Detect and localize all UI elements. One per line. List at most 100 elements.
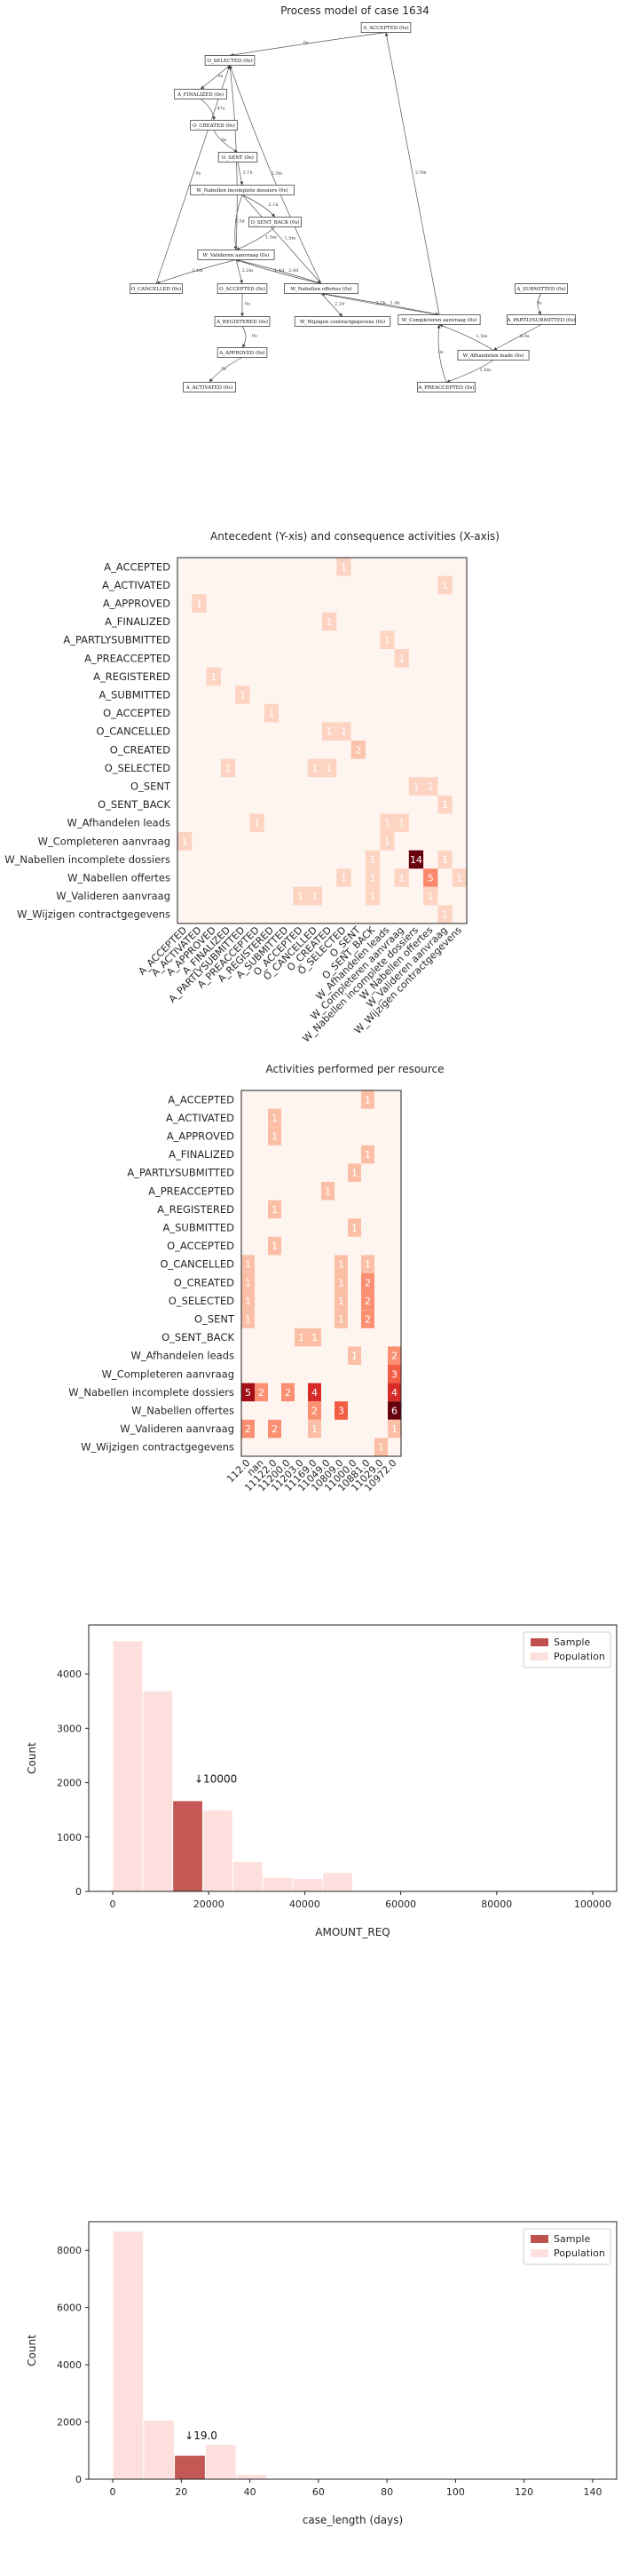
heatmap-row-label: O_SENT bbox=[194, 1313, 235, 1326]
heatmap-cell: 1 bbox=[423, 777, 438, 796]
heatmap-cell-label: 1 bbox=[370, 891, 376, 902]
svg-text:1.5m: 1.5m bbox=[480, 368, 492, 373]
heatmap-cell-label: 1 bbox=[311, 891, 318, 902]
heatmap-row-label: W_Nabellen incomplete dossiers bbox=[68, 1386, 234, 1399]
heatmap-cell-label: 1 bbox=[384, 818, 390, 829]
heatmap-row-label: A_PARTLYSUBMITTED bbox=[127, 1167, 234, 1179]
heatmap-cell-label: 1 bbox=[398, 653, 405, 664]
histogram-bar-population bbox=[113, 1641, 143, 1891]
svg-text:W_Wijzigen contractgegevens (0: W_Wijzigen contractgegevens (0s) bbox=[300, 319, 385, 325]
heatmap-cell: 1 bbox=[380, 832, 395, 851]
histogram-bar-population bbox=[293, 1878, 323, 1891]
y-tick-label: 1000 bbox=[57, 1832, 82, 1843]
process-node-o-sent: O_SENT (0s) bbox=[217, 152, 258, 162]
heatmap-cell-label: 1 bbox=[245, 1314, 251, 1326]
heatmap-cell-label: 4 bbox=[311, 1387, 318, 1399]
process-node-a-registered: A_REGISTERED (0s) bbox=[214, 316, 271, 327]
heatmap-cell-label: 1 bbox=[442, 854, 448, 866]
x-tick-label: 0 bbox=[110, 1898, 116, 1910]
y-tick-label: 3000 bbox=[57, 1723, 82, 1734]
heatmap-cell: 1 bbox=[241, 1310, 255, 1328]
heatmap-cell: 1 bbox=[336, 868, 351, 887]
process-node-a-finalized: A_FINALIZED (0s) bbox=[174, 89, 227, 99]
y-tick-label: 0 bbox=[75, 2474, 82, 2485]
heatmap-cell: 1 bbox=[268, 1200, 281, 1219]
svg-text:2.2d: 2.2d bbox=[335, 302, 345, 307]
svg-text:2.5m: 2.5m bbox=[415, 170, 427, 176]
process-node-w-al: W_Afhandelen leads (0s) bbox=[457, 350, 530, 361]
process-node-w-va: W_Valideren aanvraag (0s) bbox=[197, 250, 275, 260]
heatmap-cell: 2 bbox=[241, 1419, 255, 1439]
process-edge: 2.1m bbox=[155, 259, 237, 285]
heatmap-row-label: A_REGISTERED bbox=[157, 1203, 234, 1216]
heatmap-cell: 1 bbox=[380, 813, 395, 832]
heatmap-cell-label: 1 bbox=[298, 1332, 304, 1343]
heatmap-cell: 1 bbox=[348, 1163, 361, 1182]
heatmap-cell: 1 bbox=[268, 1127, 281, 1145]
x-tick-label: 0 bbox=[110, 2486, 116, 2498]
heatmap-cell: 2 bbox=[361, 1273, 374, 1292]
heatmap-cell: 1 bbox=[394, 649, 409, 668]
process-node-o-sent-back: O_SENT_BACK (0s) bbox=[248, 217, 302, 227]
x-tick-label: 40000 bbox=[289, 1898, 320, 1910]
x-axis-label: case_length (days) bbox=[303, 2514, 403, 2526]
resource-heatmap: Activities performed per resource 111111… bbox=[68, 1063, 444, 1494]
heatmap-cell: 1 bbox=[308, 1419, 321, 1439]
heatmap-cell-label: 1 bbox=[351, 1168, 358, 1179]
heatmap-cell-label: 1 bbox=[428, 891, 434, 902]
heatmap-cell: 1 bbox=[307, 758, 322, 778]
heatmap-cell-label: 1 bbox=[365, 1149, 371, 1161]
svg-text:O_CREATED (0s): O_CREATED (0s) bbox=[193, 123, 235, 129]
heatmap-cell: 5 bbox=[241, 1383, 255, 1402]
heatmap-row-label: A_APPROVED bbox=[167, 1130, 234, 1143]
svg-text:A_ACTIVATED (0s): A_ACTIVATED (0s) bbox=[185, 384, 232, 391]
y-tick-label: 4000 bbox=[57, 1668, 82, 1680]
process-node-a-partly: A_PARTLYSUBMITTED (0s) bbox=[506, 314, 576, 325]
heatmap-cell-label: 1 bbox=[456, 873, 462, 884]
heatmap-cell-label: 1 bbox=[341, 873, 347, 884]
process-edge: 0s bbox=[213, 130, 239, 153]
heatmap-cell-label: 1 bbox=[325, 1185, 331, 1197]
svg-text:0s: 0s bbox=[438, 350, 444, 355]
heatmap-cell-label: 1 bbox=[370, 854, 376, 866]
x-tick-label: 60 bbox=[312, 2486, 325, 2498]
process-edge: 8.0s bbox=[492, 324, 542, 351]
heatmap-cell: 14 bbox=[408, 850, 424, 869]
heatmap-cell: 1 bbox=[293, 886, 308, 906]
svg-text:O_SENT_BACK (0s): O_SENT_BACK (0s) bbox=[251, 219, 300, 226]
heatmap-cell: 4 bbox=[308, 1383, 321, 1402]
heatmap-cell-label: 1 bbox=[311, 1423, 318, 1435]
heatmap-cell-label: 1 bbox=[196, 598, 202, 610]
process-edge: 1.5m bbox=[445, 360, 494, 384]
heatmap-cell: 1 bbox=[348, 1346, 361, 1365]
svg-text:A_REGISTERED (0s): A_REGISTERED (0s) bbox=[216, 319, 268, 325]
heatmap-cell-label: 1 bbox=[398, 818, 405, 829]
heatmap-cell: 2 bbox=[255, 1383, 268, 1402]
y-tick-label: 2000 bbox=[57, 2417, 82, 2429]
svg-text:0s: 0s bbox=[222, 367, 227, 372]
process-edge: 1.5m bbox=[438, 324, 494, 351]
heatmap-cell-label: 1 bbox=[413, 781, 419, 793]
heatmap-cell: 6 bbox=[388, 1401, 401, 1420]
heatmap-cell-label: 2 bbox=[245, 1423, 251, 1435]
heatmap-cell: 1 bbox=[374, 1438, 388, 1456]
svg-text:2.3m: 2.3m bbox=[272, 171, 283, 177]
heatmap-cell: 1 bbox=[380, 630, 395, 649]
histogram-bar-population bbox=[236, 2475, 267, 2479]
x-tick-label: 40 bbox=[244, 2486, 256, 2498]
legend-swatch-population bbox=[531, 2249, 548, 2257]
histogram-legend: Sample Population bbox=[523, 1631, 611, 1668]
heatmap-cell-label: 1 bbox=[341, 561, 347, 573]
heatmap-row-label: O_CANCELLED bbox=[96, 725, 170, 738]
y-axis-label: Count bbox=[26, 2334, 38, 2366]
x-tick-label: 100000 bbox=[574, 1898, 611, 1910]
svg-text:2.0d: 2.0d bbox=[288, 268, 299, 273]
heatmap-cell: 1 bbox=[423, 886, 438, 906]
heatmap-cell: 1 bbox=[192, 594, 207, 613]
heatmap-row-label: O_CREATED bbox=[110, 743, 170, 756]
heatmap-cell-label: 1 bbox=[338, 1277, 344, 1288]
process-edge: 0s bbox=[209, 357, 243, 383]
heatmap-cell: 1 bbox=[241, 1273, 255, 1292]
heatmap-cell: 1 bbox=[336, 722, 351, 741]
process-edge: 2.3m bbox=[229, 65, 322, 284]
